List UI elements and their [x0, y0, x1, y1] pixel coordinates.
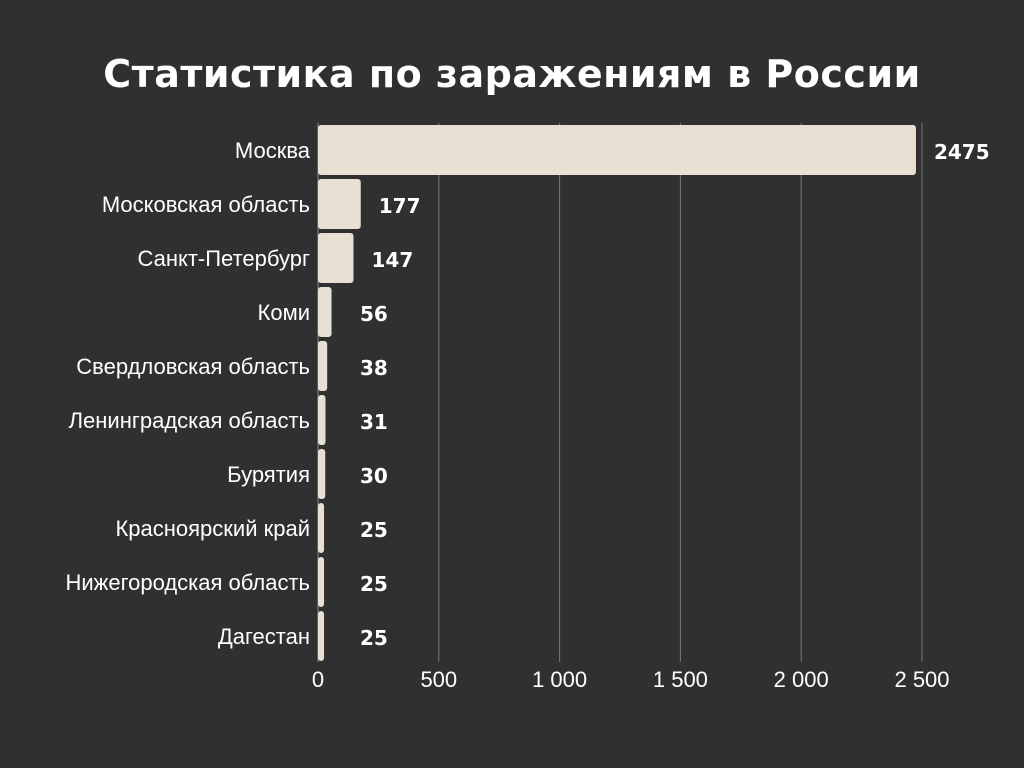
value-label: 147	[372, 248, 414, 272]
chart-title: Статистика по заражениям в России	[103, 52, 921, 96]
labels: Москва 2475 Московская область 177 Санкт-Пет…	[65, 138, 989, 650]
category-label: Красноярский край	[115, 516, 310, 541]
value-label: 30	[360, 464, 388, 488]
category-label: Коми	[258, 300, 310, 325]
x-tick-label: 1 500	[653, 667, 708, 692]
value-label: 31	[360, 410, 388, 434]
value-label: 25	[360, 518, 388, 542]
bar	[318, 611, 325, 661]
category-label: Нижегородская область	[65, 570, 310, 595]
value-label: 25	[360, 572, 388, 596]
category-label: Свердловская область	[76, 354, 310, 379]
category-label: Московская область	[102, 192, 310, 217]
category-label: Санкт-Петербург	[137, 246, 310, 271]
bar	[318, 503, 325, 553]
bar	[318, 557, 325, 607]
x-tick-label: 1 000	[532, 667, 587, 692]
bar	[318, 449, 326, 499]
bar	[318, 125, 916, 175]
value-label: 56	[360, 302, 388, 326]
value-label: 25	[360, 626, 388, 650]
x-tick-label: 2 000	[774, 667, 829, 692]
x-tick-label: 500	[420, 667, 457, 692]
x-axis-ticks: 0 500 1 000 1 500 2 000 2 500	[312, 667, 950, 692]
bar	[318, 287, 332, 337]
bar	[318, 179, 361, 229]
category-label: Москва	[235, 138, 311, 163]
bar	[318, 341, 328, 391]
category-label: Дагестан	[218, 624, 310, 649]
category-label: Бурятия	[227, 462, 310, 487]
value-label: 177	[379, 194, 421, 218]
value-label: 38	[360, 356, 388, 380]
x-tick-label: 2 500	[894, 667, 949, 692]
value-label: 2475	[934, 140, 990, 164]
bar	[318, 395, 326, 445]
bar	[318, 233, 354, 283]
x-tick-label: 0	[312, 667, 324, 692]
bars	[318, 125, 916, 661]
category-label: Ленинградская область	[69, 408, 310, 433]
